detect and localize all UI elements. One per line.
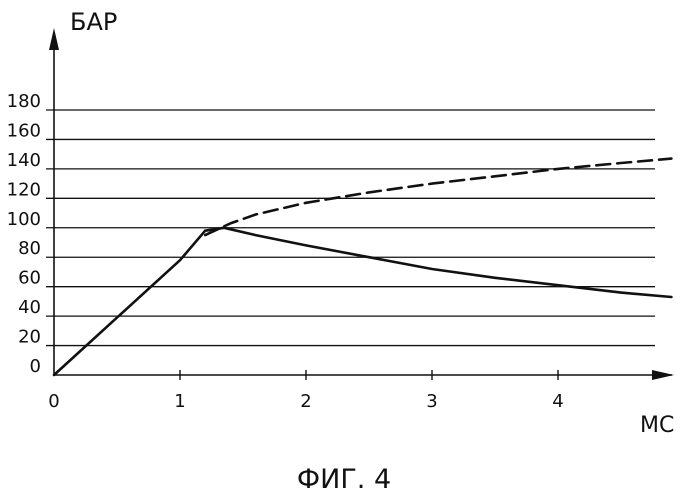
y-tick-label: 80 bbox=[18, 238, 41, 259]
x-tick-label: 3 bbox=[426, 391, 437, 412]
y-tick-label: 160 bbox=[7, 120, 41, 141]
solid-series-line bbox=[54, 228, 671, 375]
line-chart: 0 20 40 60 80 100 120 140 160 180 0 1 2 3 4 БАР МС bbox=[0, 0, 688, 460]
x-axis-label: МС bbox=[640, 413, 674, 438]
y-tick-label: 180 bbox=[7, 91, 41, 112]
y-tick-label: 60 bbox=[18, 268, 41, 289]
x-tick-label: 4 bbox=[552, 391, 563, 412]
x-axis-arrow-icon bbox=[652, 370, 674, 380]
y-tick-label: 40 bbox=[18, 297, 41, 318]
y-axis-arrow-icon bbox=[49, 28, 59, 50]
y-tick-label: 100 bbox=[7, 209, 41, 230]
y-tick-label: 120 bbox=[7, 179, 41, 200]
y-tick-label: 20 bbox=[18, 327, 41, 348]
figure-caption: ФИГ. 4 bbox=[0, 464, 688, 495]
data-series bbox=[54, 159, 671, 375]
dashed-series-line bbox=[205, 159, 671, 236]
y-axis-label: БАР bbox=[70, 8, 117, 36]
y-tick-label: 0 bbox=[30, 356, 41, 377]
x-tick-label: 0 bbox=[48, 391, 59, 412]
axes bbox=[49, 28, 674, 380]
x-tick-label: 1 bbox=[174, 391, 185, 412]
y-tick-label: 140 bbox=[7, 150, 41, 171]
grid-lines bbox=[46, 110, 655, 346]
x-tick-label: 2 bbox=[300, 391, 311, 412]
